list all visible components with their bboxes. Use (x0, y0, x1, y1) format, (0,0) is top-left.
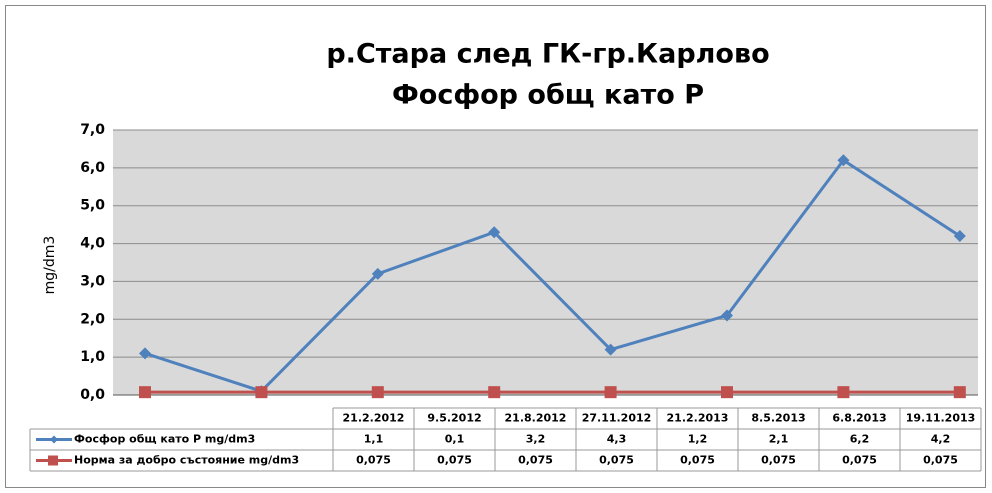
y-tick-label: 4,0 (80, 236, 105, 252)
table-value: 0,075 (761, 454, 796, 467)
x-tick-label: 19.11.2013 (906, 412, 976, 425)
x-tick-label: 6.8.2013 (832, 412, 886, 425)
x-tick-label: 8.5.2013 (751, 412, 805, 425)
marker (837, 154, 850, 167)
marker (604, 343, 617, 356)
y-tick-label: 5,0 (80, 198, 105, 214)
marker (721, 309, 733, 322)
legend-marker (48, 455, 58, 466)
y-tick-label: 7,0 (80, 122, 105, 138)
table-value: 0,075 (437, 454, 472, 467)
table-value: 2,1 (769, 433, 789, 446)
chart-title: р.Стара след ГК-гр.Карлово (326, 39, 769, 70)
marker (953, 230, 966, 242)
x-tick-label: 21.2.2012 (343, 412, 405, 425)
legend-marker (50, 435, 58, 444)
table-value: 0,075 (680, 454, 715, 467)
table-value: 3,2 (526, 433, 546, 446)
marker (139, 386, 151, 399)
x-tick-label: 21.8.2012 (505, 412, 567, 425)
marker (604, 386, 617, 399)
table-value: 0,075 (356, 454, 391, 467)
marker (953, 386, 966, 399)
marker (488, 226, 501, 239)
marker (488, 386, 501, 399)
legend-label: Фосфор общ като Р mg/dm3 (74, 433, 255, 446)
y-tick-label: 0,0 (80, 387, 105, 403)
chart-subtitle: Фосфор общ като Р (392, 80, 704, 111)
legend-label: Норма за добро състояние mg/dm3 (74, 454, 299, 467)
y-tick-label: 6,0 (80, 160, 105, 176)
table-value: 0,075 (842, 454, 877, 467)
table-value: 0,1 (445, 433, 465, 446)
table-value: 4,2 (931, 433, 951, 446)
marker (255, 386, 268, 399)
table-value: 6,2 (850, 433, 870, 446)
x-tick-label: 9.5.2012 (427, 412, 481, 425)
table-value: 1,2 (688, 433, 708, 446)
marker (837, 386, 850, 399)
marker (139, 347, 151, 360)
table-value: 0,075 (599, 454, 634, 467)
plot-area (113, 130, 978, 395)
y-axis-label: mg/dm3 (42, 236, 58, 295)
y-tick-label: 3,0 (80, 273, 105, 289)
table-value: 0,075 (923, 454, 958, 467)
y-tick-label: 1,0 (80, 349, 105, 365)
table-value: 0,075 (518, 454, 553, 467)
series-line (144, 158, 961, 393)
x-tick-label: 27.11.2012 (582, 412, 652, 425)
table-value: 1,1 (364, 433, 384, 446)
marker (721, 386, 733, 399)
table-value: 4,3 (607, 433, 627, 446)
marker (371, 386, 384, 399)
x-tick-label: 21.2.2013 (667, 412, 729, 425)
marker (371, 267, 384, 280)
y-tick-label: 2,0 (80, 311, 105, 327)
